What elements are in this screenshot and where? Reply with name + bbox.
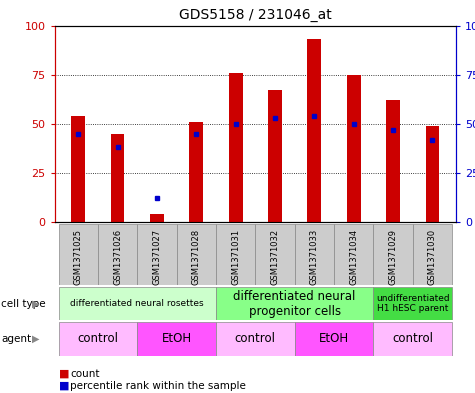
- Text: EtOH: EtOH: [162, 332, 192, 345]
- Text: ▶: ▶: [32, 299, 39, 309]
- Text: undifferentiated
H1 hESC parent: undifferentiated H1 hESC parent: [376, 294, 449, 313]
- Bar: [58, 224, 98, 285]
- Text: agent: agent: [1, 334, 31, 344]
- Bar: [386, 100, 400, 222]
- Bar: [294, 224, 334, 285]
- Text: ■: ■: [59, 369, 70, 379]
- Text: GSM1371028: GSM1371028: [192, 229, 201, 285]
- Text: EtOH: EtOH: [319, 332, 349, 345]
- Text: ■: ■: [59, 381, 70, 391]
- Text: GSM1371026: GSM1371026: [113, 229, 122, 285]
- Bar: [426, 126, 439, 222]
- Bar: [58, 322, 137, 356]
- Bar: [307, 39, 321, 222]
- Text: GSM1371027: GSM1371027: [152, 229, 162, 285]
- Text: control: control: [235, 332, 276, 345]
- Text: GSM1371032: GSM1371032: [270, 229, 279, 285]
- Text: GSM1371031: GSM1371031: [231, 229, 240, 285]
- Bar: [347, 75, 361, 222]
- Bar: [268, 90, 282, 222]
- Text: differentiated neural
progenitor cells: differentiated neural progenitor cells: [234, 290, 356, 318]
- Title: GDS5158 / 231046_at: GDS5158 / 231046_at: [179, 8, 332, 22]
- Bar: [216, 287, 373, 320]
- Bar: [216, 322, 294, 356]
- Bar: [413, 224, 452, 285]
- Bar: [373, 287, 452, 320]
- Bar: [71, 116, 85, 222]
- Text: GSM1371034: GSM1371034: [349, 229, 358, 285]
- Bar: [111, 134, 124, 222]
- Bar: [256, 224, 294, 285]
- Text: GSM1371033: GSM1371033: [310, 229, 319, 285]
- Bar: [150, 214, 164, 222]
- Text: differentiated neural rosettes: differentiated neural rosettes: [70, 299, 204, 308]
- Bar: [294, 322, 373, 356]
- Bar: [229, 73, 243, 222]
- Text: ▶: ▶: [32, 334, 39, 344]
- Bar: [98, 224, 137, 285]
- Bar: [137, 224, 177, 285]
- Bar: [177, 224, 216, 285]
- Bar: [373, 322, 452, 356]
- Text: GSM1371025: GSM1371025: [74, 229, 83, 285]
- Text: control: control: [77, 332, 118, 345]
- Bar: [373, 224, 413, 285]
- Bar: [216, 224, 256, 285]
- Text: cell type: cell type: [1, 299, 46, 309]
- Bar: [58, 287, 216, 320]
- Text: GSM1371029: GSM1371029: [389, 229, 398, 285]
- Text: control: control: [392, 332, 433, 345]
- Text: GSM1371030: GSM1371030: [428, 229, 437, 285]
- Text: count: count: [70, 369, 100, 379]
- Bar: [334, 224, 373, 285]
- Bar: [137, 322, 216, 356]
- Text: percentile rank within the sample: percentile rank within the sample: [70, 381, 246, 391]
- Bar: [190, 122, 203, 222]
